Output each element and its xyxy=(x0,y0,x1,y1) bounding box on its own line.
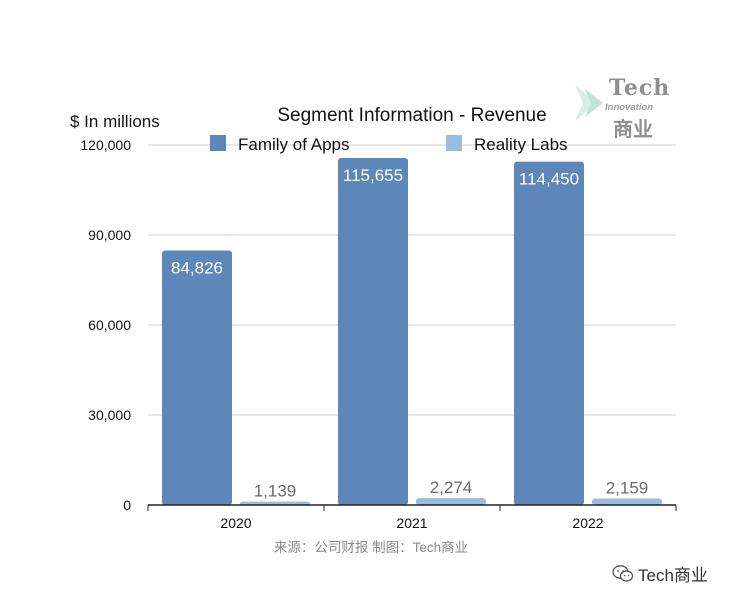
unit-label: $ In millions xyxy=(70,112,160,131)
watermark-tech: Tech xyxy=(609,75,671,101)
legend-label: Reality Labs xyxy=(474,135,568,154)
bar-family-of-apps-2022 xyxy=(514,161,584,505)
watermark-cn: 商业 xyxy=(613,117,653,141)
x-tick-label: 2020 xyxy=(220,515,251,531)
watermark-innovation: Innovation xyxy=(605,102,654,113)
axes: 0 30,000 60,000 90,000 120,000 2020 2021 2022 xyxy=(80,137,677,531)
bar-family-of-apps-2020 xyxy=(162,250,232,505)
bar-reality-labs-2022 xyxy=(592,498,662,505)
source-note: 来源：公司财报 制图：Tech商业 xyxy=(273,540,469,555)
bar-reality-labs-2021 xyxy=(416,498,486,505)
y-tick-label: 30,000 xyxy=(88,407,131,423)
wechat-icon xyxy=(612,564,634,582)
bar-family-of-apps-2021 xyxy=(338,158,408,505)
data-label: 114,450 xyxy=(519,170,579,189)
legend-swatch xyxy=(446,135,462,151)
legend-swatch xyxy=(210,135,226,151)
account-name: Tech商业 xyxy=(638,566,708,585)
bars xyxy=(162,158,662,505)
data-label: 1,139 xyxy=(254,482,297,501)
labels: 84,826 1,139 115,655 2,274 114,450 2,159 xyxy=(171,166,648,501)
watermark-logo: Tech Innovation 商业 xyxy=(575,75,675,145)
legend: Family of Apps Reality Labs xyxy=(210,135,568,154)
data-label: 84,826 xyxy=(171,259,223,278)
x-tick-label: 2022 xyxy=(572,515,603,531)
chart-title: Segment Information - Revenue xyxy=(277,105,546,126)
bar-reality-labs-2020 xyxy=(240,501,310,505)
data-label: 2,159 xyxy=(606,479,649,498)
x-tick-label: 2021 xyxy=(396,515,427,531)
grid xyxy=(148,144,676,416)
y-tick-label: 120,000 xyxy=(80,137,131,153)
legend-label: Family of Apps xyxy=(238,135,350,154)
data-label: 2,274 xyxy=(430,478,473,497)
logo-arrow-icon xyxy=(575,85,603,121)
data-label: 115,655 xyxy=(343,166,403,185)
y-tick-label: 60,000 xyxy=(88,317,131,333)
y-tick-label: 0 xyxy=(123,497,131,513)
y-tick-label: 90,000 xyxy=(88,227,131,243)
account-tag: Tech商业 xyxy=(612,561,708,586)
